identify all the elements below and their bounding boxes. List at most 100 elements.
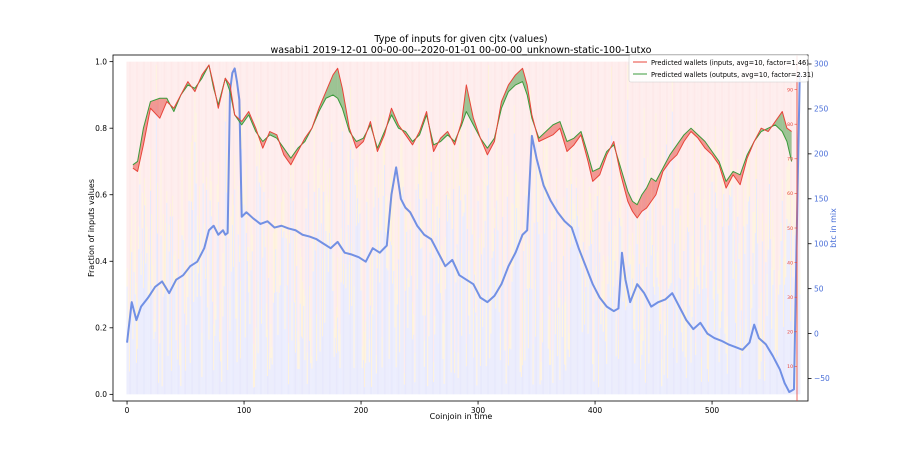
bar-blue: [696, 276, 698, 395]
bar-orange: [412, 302, 413, 340]
bar-orange: [701, 357, 702, 382]
fill-between-segment: [786, 128, 792, 162]
bar-orange: [523, 203, 525, 251]
bar-blue: [570, 247, 571, 395]
bar-blue: [587, 333, 589, 395]
bar-blue: [346, 256, 348, 395]
bar-orange: [702, 253, 704, 289]
bar-blue: [565, 370, 567, 395]
bar-pink: [325, 61, 327, 196]
bar-blue: [193, 301, 195, 395]
bar-pink: [773, 61, 775, 237]
bar-orange: [622, 271, 624, 302]
bar-blue: [295, 352, 296, 395]
bar-blue: [646, 266, 647, 395]
bar-pink: [788, 61, 790, 158]
bar-orange: [443, 310, 445, 384]
bar-orange: [483, 178, 485, 248]
bar-orange: [400, 143, 402, 208]
bar-orange: [724, 294, 726, 334]
bar-pink: [669, 61, 671, 206]
bar-orange: [423, 340, 425, 367]
bar-blue: [785, 277, 787, 395]
bar-pink: [219, 61, 220, 330]
bar-orange: [374, 116, 376, 188]
bar-blue: [384, 164, 385, 395]
bar-pink: [634, 61, 636, 284]
bar-blue: [332, 290, 334, 395]
bar-pink: [201, 61, 203, 333]
bar-orange: [344, 171, 346, 201]
bar-pink: [474, 61, 475, 231]
bar-pink: [791, 61, 793, 191]
bar-blue: [320, 223, 322, 395]
bar-orange: [771, 268, 773, 330]
bar-blue: [277, 334, 279, 395]
bar-blue: [489, 358, 491, 395]
bar-orange: [768, 136, 770, 184]
bar-pink: [289, 61, 291, 228]
bar-orange: [545, 146, 547, 197]
bar-orange: [664, 321, 666, 336]
bar-pink: [334, 61, 336, 317]
bar-orange: [271, 347, 273, 365]
bar-pink: [343, 61, 344, 264]
bar-orange: [577, 193, 578, 216]
bar-pink: [401, 61, 403, 125]
bar-orange: [520, 357, 522, 377]
bar-orange: [135, 282, 137, 363]
bar-orange: [369, 252, 371, 306]
bar-orange: [160, 155, 162, 236]
bar-blue: [447, 221, 449, 395]
bar-blue: [674, 243, 676, 395]
bar-blue: [318, 187, 320, 395]
bar-blue: [162, 296, 164, 395]
bar-blue: [757, 243, 759, 395]
bar-orange: [373, 186, 375, 208]
bar-pink: [785, 61, 787, 224]
bar-blue: [692, 289, 694, 395]
bar-pink: [254, 61, 256, 370]
bar-orange: [687, 195, 688, 228]
bar-pink: [709, 61, 711, 189]
bar-blue: [773, 269, 775, 395]
bar-orange: [439, 150, 440, 218]
y-tick-label: 0.8: [95, 124, 107, 133]
bar-pink: [203, 61, 205, 224]
bar-orange: [341, 91, 343, 132]
bar-orange: [227, 350, 229, 370]
bar-blue: [716, 208, 718, 395]
bar-blue: [187, 297, 189, 395]
bar-orange: [552, 350, 554, 383]
bar-pink: [381, 61, 383, 338]
bar-blue: [207, 307, 209, 395]
bar-blue: [443, 383, 445, 395]
bar-blue: [637, 331, 639, 395]
bar-pink: [234, 61, 236, 155]
bar-orange: [347, 151, 349, 226]
bar-pink: [154, 61, 156, 260]
bar-pink: [426, 61, 428, 118]
bar-orange: [279, 258, 281, 286]
bar-blue: [267, 375, 268, 395]
bar-pink: [350, 61, 351, 87]
bar-orange: [166, 191, 168, 203]
bar-orange: [680, 215, 681, 279]
bar-blue: [385, 232, 387, 395]
bar-orange: [704, 150, 706, 225]
bar-blue: [409, 229, 411, 395]
bar-orange: [553, 209, 555, 230]
bar-orange: [399, 312, 401, 353]
bar-orange: [217, 162, 219, 203]
bar-orange: [179, 324, 181, 366]
bar-pink: [717, 61, 719, 215]
bar-blue: [797, 332, 798, 395]
bar-orange: [300, 257, 302, 337]
bar-pink: [530, 61, 532, 90]
bar-pink: [282, 61, 284, 195]
bar-orange: [231, 194, 233, 225]
bar-orange: [465, 343, 467, 367]
bar-blue: [357, 198, 358, 395]
bar-blue: [291, 340, 293, 395]
bar-orange: [509, 334, 511, 349]
